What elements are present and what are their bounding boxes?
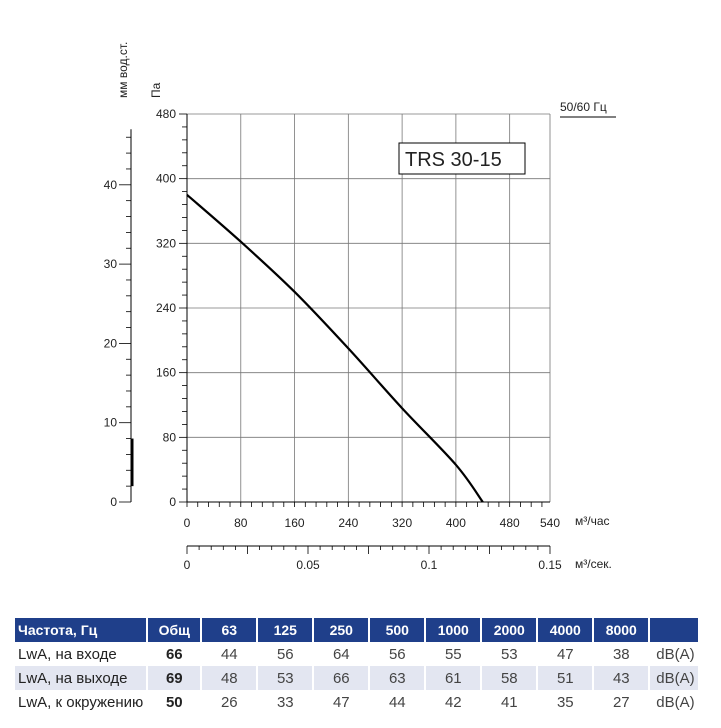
y-left-tick-label: 320	[156, 236, 176, 250]
cell-63: 26	[220, 693, 238, 711]
cell-63: 48	[202, 666, 257, 690]
noise-table: Частота, Гц Общ 63 125 250 500 1000 2000…	[13, 618, 700, 714]
y-secondary-tick-label: 40	[104, 178, 118, 192]
header-2000: 2000	[482, 618, 537, 642]
x-tick-label: 240	[338, 516, 358, 530]
x-secondary-tick-label: 0.05	[296, 558, 320, 572]
row-unit: dB(A)	[650, 666, 698, 690]
x-tick-label: 540	[540, 516, 560, 530]
y-left-tick-label: 400	[156, 172, 176, 186]
row-total: 66	[165, 645, 183, 663]
y-left-tick-label: 240	[156, 301, 176, 315]
cell-4000: 35	[556, 693, 574, 711]
header-frequency: Частота, Гц	[15, 618, 147, 642]
x-tick-label: 160	[285, 516, 305, 530]
chart-title-box	[398, 142, 526, 175]
cell-500: 44	[388, 693, 406, 711]
x-secondary-axis-label: м³/сек.	[575, 557, 612, 571]
cell-500: 63	[370, 666, 425, 690]
x-secondary-tick-label: 0	[184, 558, 191, 572]
x-tick-label: 80	[234, 516, 248, 530]
noise-table-header-row: Частота, Гц Общ 63 125 250 500 1000 2000…	[15, 618, 698, 642]
cell-1000: 61	[426, 666, 481, 690]
header-500: 500	[370, 618, 425, 642]
y-left-axis-label: Па	[149, 82, 163, 98]
header-4000: 4000	[538, 618, 593, 642]
x-tick-label: 480	[500, 516, 520, 530]
cell-4000: 51	[538, 666, 593, 690]
cell-500: 56	[388, 645, 406, 663]
y-left-tick-label: 160	[156, 366, 176, 380]
x-tick-label: 0	[184, 516, 191, 530]
header-1000: 1000	[426, 618, 481, 642]
row-label: LwA, на входе	[18, 645, 117, 663]
row-unit: dB(A)	[656, 693, 695, 711]
y-left-tick-label: 0	[169, 495, 176, 509]
row-unit: dB(A)	[656, 645, 695, 663]
table-row: LwA, к окружению 50 26 33 47 44 42 41 35…	[15, 690, 698, 714]
y-secondary-tick-label: 30	[104, 257, 118, 271]
x-axis-label: м³/час	[575, 514, 610, 528]
cell-2000: 58	[482, 666, 537, 690]
y-secondary-tick-label: 20	[104, 336, 118, 350]
row-total: 50	[165, 693, 183, 711]
cell-125: 33	[276, 693, 294, 711]
table-row: LwA, на выходе 69 48 53 66 63 61 58 51 4…	[15, 666, 698, 690]
chart-grid	[187, 113, 551, 502]
header-total: Общ	[148, 618, 201, 642]
row-total: 69	[148, 666, 201, 690]
cell-2000: 41	[500, 693, 518, 711]
row-label: LwA, к окружению	[18, 693, 144, 711]
pressure-curve	[186, 194, 484, 503]
cell-4000: 47	[556, 645, 574, 663]
cell-8000: 43	[594, 666, 649, 690]
y-secondary-tick-label: 0	[110, 495, 117, 509]
cell-125: 56	[276, 645, 294, 663]
frequency-note: 50/60 Гц	[560, 100, 607, 114]
cell-250: 47	[332, 693, 350, 711]
table-row: LwA, на входе 66 44 56 64 56 55 53 47 38…	[15, 642, 698, 666]
cell-1000: 55	[444, 645, 462, 663]
cell-2000: 53	[500, 645, 518, 663]
header-8000: 8000	[594, 618, 649, 642]
x-tick-label: 320	[392, 516, 412, 530]
header-unit	[650, 618, 698, 642]
cell-8000: 38	[612, 645, 630, 663]
cell-8000: 27	[612, 693, 630, 711]
x-tick-label: 400	[446, 516, 466, 530]
row-label: LwA, на выходе	[15, 666, 147, 690]
cell-63: 44	[220, 645, 238, 663]
chart-title: TRS 30-15	[405, 149, 502, 171]
y-secondary-axis-label: мм вод.ст.	[116, 42, 130, 98]
header-250: 250	[314, 618, 369, 642]
x-secondary-tick-label: 0.1	[421, 558, 438, 572]
y-secondary-tick-label: 10	[104, 416, 118, 430]
cell-1000: 42	[444, 693, 462, 711]
cell-250: 64	[332, 645, 350, 663]
y-left-tick-label: 80	[163, 430, 177, 444]
cell-250: 66	[314, 666, 369, 690]
header-63: 63	[202, 618, 257, 642]
cell-125: 53	[258, 666, 313, 690]
x-secondary-tick-label: 0.15	[538, 558, 562, 572]
y-left-tick-label: 480	[156, 107, 176, 121]
header-125: 125	[258, 618, 313, 642]
